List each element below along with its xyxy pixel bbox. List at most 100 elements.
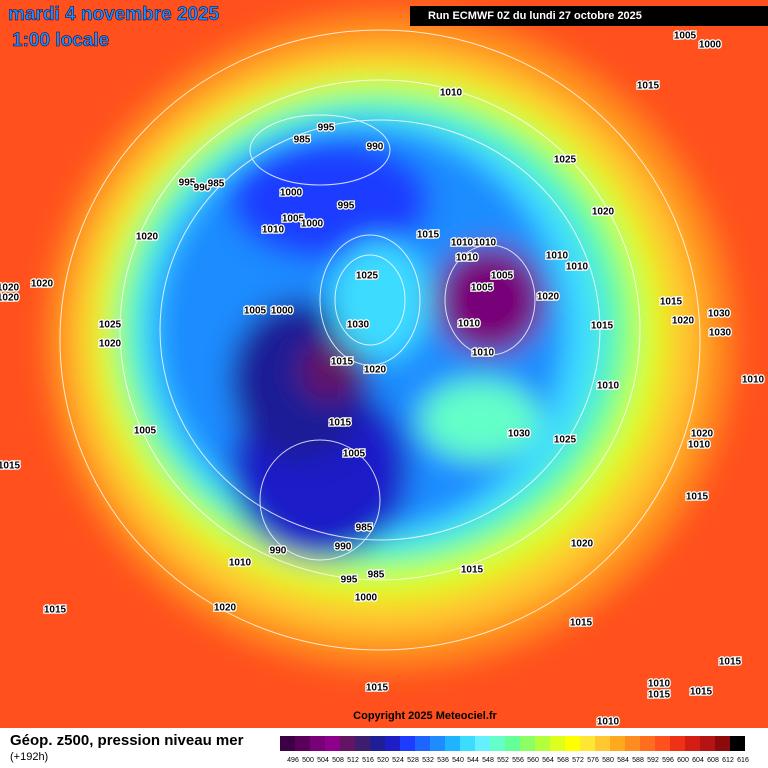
color-swatch [310, 736, 325, 751]
color-swatch [505, 736, 520, 751]
scale-label: 528 [407, 757, 419, 764]
color-swatch [715, 736, 730, 751]
color-swatch [685, 736, 700, 751]
isobar-label: 1020 [0, 283, 20, 294]
isobar-label: 1030 [709, 328, 732, 339]
isobar-label: 1005 [491, 271, 514, 282]
color-swatch [730, 736, 745, 751]
color-swatch [610, 736, 625, 751]
scale-label: 580 [602, 757, 614, 764]
scale-label: 556 [512, 757, 524, 764]
scale-label: 552 [497, 757, 509, 764]
isobar-label: 1010 [566, 262, 589, 273]
isobar-label: 1010 [440, 88, 463, 99]
scale-label: 500 [302, 757, 314, 764]
copyright: Copyright 2025 Meteociel.fr [353, 710, 497, 722]
scale-label: 596 [662, 757, 674, 764]
isobar-label: 1020 [214, 603, 237, 614]
isobar-label: 1010 [229, 558, 252, 569]
scale-label: 560 [527, 757, 539, 764]
isobar-label: 985 [294, 135, 311, 146]
color-swatch [580, 736, 595, 751]
isobar-label: 1030 [347, 320, 370, 331]
color-swatch [460, 736, 475, 751]
scale-label: 548 [482, 757, 494, 764]
isobar-label: 1015 [660, 297, 683, 308]
color-swatch [565, 736, 580, 751]
color-swatch [445, 736, 460, 751]
isobar-label: 1030 [508, 429, 531, 440]
isobar-label: 990 [194, 183, 211, 194]
scale-label: 496 [287, 757, 299, 764]
color-swatch [295, 736, 310, 751]
isobar-label: 990 [335, 542, 352, 553]
isobar-label: 995 [318, 123, 335, 134]
isobar-label: 1015 [719, 657, 742, 668]
scale-label: 540 [452, 757, 464, 764]
isobar-label: 1015 [331, 357, 354, 368]
scale-label: 520 [377, 757, 389, 764]
color-swatch [415, 736, 430, 751]
color-swatch [370, 736, 385, 751]
isobar-label: 1025 [356, 271, 379, 282]
color-swatch [535, 736, 550, 751]
scale-label: 588 [632, 757, 644, 764]
scale-label: 572 [572, 757, 584, 764]
isobar-label: 1020 [537, 292, 560, 303]
isobar-label: 990 [367, 142, 384, 153]
isobar-label: 1015 [637, 81, 660, 92]
scale-label: 564 [542, 757, 554, 764]
isobar-label: 1005 [282, 214, 305, 225]
isobar-label: 995 [179, 178, 196, 189]
isobar-label: 1010 [546, 251, 569, 262]
field [0, 0, 768, 728]
color-swatch [475, 736, 490, 751]
isobar-label: 1025 [554, 155, 577, 166]
isobar-label: 1020 [691, 429, 714, 440]
scale-label: 524 [392, 757, 404, 764]
isobar-label: 1005 [244, 306, 267, 317]
isobar-label: 1025 [554, 435, 577, 446]
scale-label: 532 [422, 757, 434, 764]
isobar-label: 1020 [0, 293, 20, 304]
scale-label: 584 [617, 757, 629, 764]
isobar-label: 1015 [648, 690, 671, 701]
color-swatch [670, 736, 685, 751]
isobar-label: 1000 [301, 219, 324, 230]
color-swatch [490, 736, 505, 751]
isobar-label: 1020 [136, 232, 159, 243]
isobar-label: 990 [270, 546, 287, 557]
isobar-label: 1000 [280, 188, 303, 199]
isobar-label: 1010 [451, 238, 474, 249]
isobar-label: 985 [356, 523, 373, 534]
color-scale: 496 500 504 508 512 516 520 524 528 532 536 540 544 5… [280, 736, 749, 764]
isobar-label: 1010 [458, 319, 481, 330]
scale-label: 536 [437, 757, 449, 764]
isobar-label: 985 [368, 570, 385, 581]
isobar-label: 1020 [31, 279, 54, 290]
color-swatch [625, 736, 640, 751]
isobar-label: 1015 [461, 565, 484, 576]
isobar-label: 1020 [672, 316, 695, 327]
isobar-label: 1030 [708, 309, 731, 320]
scale-label: 616 [737, 757, 749, 764]
color-swatch [640, 736, 655, 751]
isobar-label: 1000 [355, 593, 378, 604]
isobar-label: 1020 [571, 539, 594, 550]
isobar-label: 1020 [99, 339, 122, 350]
time: 1:00 locale [12, 30, 109, 51]
isobar-label: 1010 [597, 381, 620, 392]
isobar-label: 1005 [134, 426, 157, 437]
color-swatch [385, 736, 400, 751]
scale-label: 516 [362, 757, 374, 764]
isobar-label: 1005 [471, 283, 494, 294]
scale-label: 600 [677, 757, 689, 764]
scale-label: 612 [722, 757, 734, 764]
isobar-label: 1000 [271, 306, 294, 317]
scale-label: 576 [587, 757, 599, 764]
isobar-label: 1015 [570, 618, 593, 629]
isobar-label: 1010 [648, 679, 671, 690]
isobar-label: 995 [341, 575, 358, 586]
isobar-label: 1010 [597, 717, 620, 728]
